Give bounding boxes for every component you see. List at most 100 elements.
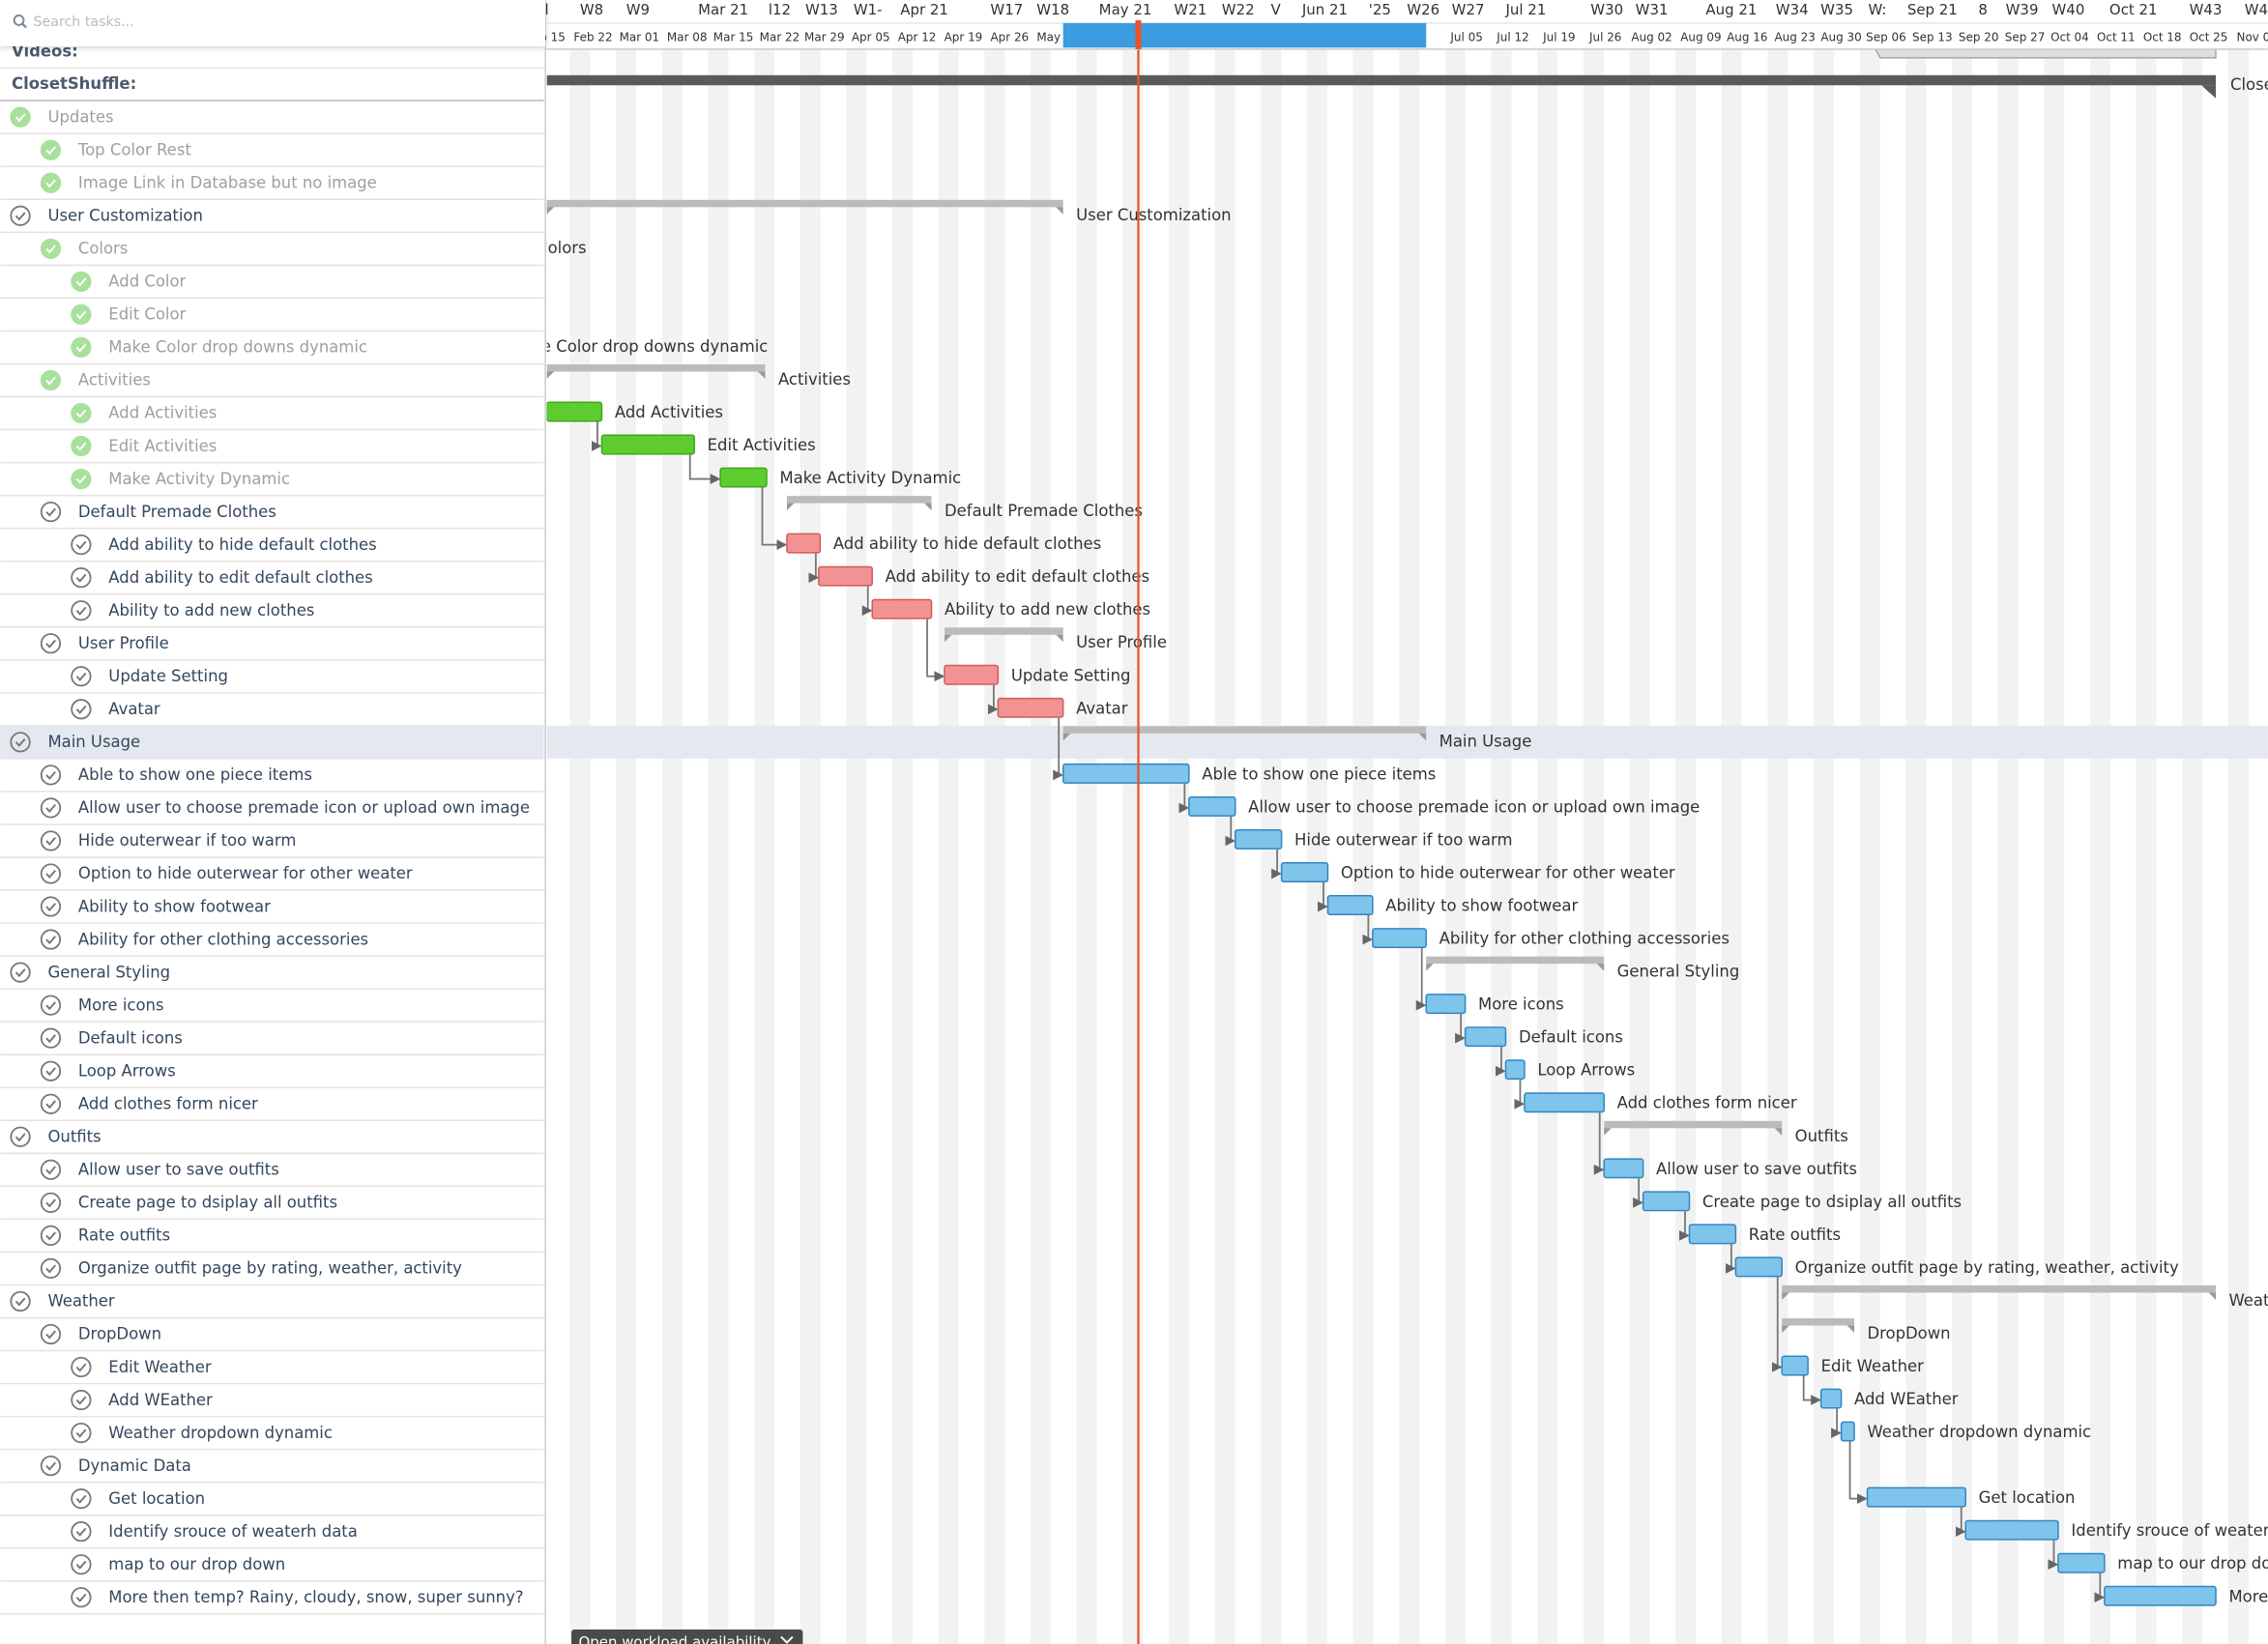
status-icon[interactable]: [71, 600, 92, 621]
task-bar[interactable]: [997, 697, 1064, 718]
status-icon[interactable]: [40, 501, 62, 523]
task-bar[interactable]: [1603, 1158, 1644, 1179]
task-bar[interactable]: [1840, 1421, 1855, 1442]
status-icon[interactable]: [40, 896, 62, 917]
status-icon[interactable]: [71, 303, 92, 326]
status-icon[interactable]: [40, 1455, 62, 1477]
task-name[interactable]: Identify srouce of weaterh data: [108, 1522, 357, 1541]
task-name[interactable]: Ability to add new clothes: [108, 601, 314, 620]
task-name[interactable]: User Profile: [78, 634, 169, 652]
status-icon[interactable]: [10, 106, 31, 128]
task-bar[interactable]: [1425, 994, 1467, 1015]
task-bar[interactable]: [1504, 1059, 1526, 1081]
task-bar[interactable]: [1524, 1092, 1605, 1113]
task-name[interactable]: User Customization: [47, 207, 202, 225]
task-bar[interactable]: [1464, 1026, 1507, 1048]
task-bar[interactable]: [2104, 1585, 2217, 1606]
task-bar[interactable]: [1372, 928, 1427, 949]
task-bar[interactable]: [1061, 763, 1190, 784]
workload-button[interactable]: [571, 1630, 803, 1644]
task-name[interactable]: Make Activity Dynamic: [108, 470, 290, 488]
task-name[interactable]: DropDown: [78, 1325, 161, 1343]
status-icon[interactable]: [40, 1027, 62, 1049]
status-icon[interactable]: [40, 172, 62, 193]
status-icon[interactable]: [71, 1389, 92, 1411]
status-icon[interactable]: [71, 699, 92, 720]
task-name[interactable]: Edit Weather: [108, 1358, 212, 1376]
task-bar[interactable]: [1781, 1355, 1809, 1376]
task-name[interactable]: Colors: [78, 240, 128, 258]
status-icon[interactable]: [40, 1093, 62, 1114]
status-icon[interactable]: [10, 1126, 31, 1147]
status-icon[interactable]: [40, 633, 62, 654]
task-name[interactable]: Allow user to choose premade icon or upl…: [78, 798, 530, 817]
task-name[interactable]: Allow user to save outfits: [78, 1161, 279, 1179]
task-name[interactable]: Weather: [47, 1292, 114, 1311]
task-bar[interactable]: [2057, 1552, 2106, 1573]
status-icon[interactable]: [40, 1323, 62, 1345]
status-icon[interactable]: [71, 271, 92, 292]
task-name[interactable]: Top Color Rest: [77, 140, 191, 159]
task-name[interactable]: Able to show one piece items: [78, 765, 312, 784]
task-name[interactable]: Image Link in Database but no image: [78, 173, 377, 191]
task-bar[interactable]: [944, 664, 1000, 685]
task-name[interactable]: map to our drop down: [108, 1555, 285, 1573]
status-icon[interactable]: [40, 830, 62, 851]
task-bar[interactable]: [818, 565, 873, 587]
status-icon[interactable]: [71, 534, 92, 556]
status-icon[interactable]: [40, 1192, 62, 1213]
status-icon[interactable]: [71, 1488, 92, 1510]
task-bar[interactable]: [1642, 1191, 1691, 1212]
task-name[interactable]: Weather dropdown dynamic: [108, 1424, 333, 1442]
status-icon[interactable]: [71, 1521, 92, 1543]
task-name[interactable]: Main Usage: [47, 733, 140, 751]
status-icon[interactable]: [40, 797, 62, 819]
task-name[interactable]: Edit Color: [108, 305, 186, 324]
task-name[interactable]: Add Color: [108, 273, 186, 291]
task-name[interactable]: Updates: [47, 107, 113, 126]
task-name[interactable]: Update Setting: [108, 667, 228, 685]
status-icon[interactable]: [40, 139, 62, 160]
task-name[interactable]: Add WEather: [108, 1391, 213, 1409]
task-name[interactable]: Ability to show footwear: [78, 897, 271, 915]
task-bar[interactable]: [1734, 1256, 1783, 1278]
task-bar[interactable]: [600, 434, 695, 455]
task-name[interactable]: Add clothes form nicer: [78, 1094, 258, 1112]
task-name[interactable]: Loop Arrows: [78, 1061, 176, 1080]
status-icon[interactable]: [10, 732, 31, 753]
status-icon[interactable]: [71, 1587, 92, 1608]
task-name[interactable]: Option to hide outerwear for other weate…: [78, 864, 413, 882]
task-name[interactable]: Ability for other clothing accessories: [78, 930, 368, 948]
status-icon[interactable]: [10, 1290, 31, 1312]
status-icon[interactable]: [71, 336, 92, 359]
status-icon[interactable]: [40, 995, 62, 1016]
task-name[interactable]: Add Activities: [108, 404, 217, 422]
status-icon[interactable]: [40, 1159, 62, 1180]
status-icon[interactable]: [71, 1554, 92, 1575]
status-icon[interactable]: [40, 1257, 62, 1280]
status-icon[interactable]: [71, 468, 92, 490]
status-icon[interactable]: [40, 863, 62, 884]
task-bar[interactable]: [1280, 862, 1329, 882]
task-name[interactable]: More icons: [78, 995, 164, 1014]
task-name[interactable]: More then temp? Rainy, cloudy, snow, sup…: [108, 1588, 523, 1606]
status-icon[interactable]: [40, 1225, 62, 1246]
task-bar[interactable]: [719, 467, 768, 488]
status-icon[interactable]: [71, 402, 92, 424]
status-icon[interactable]: [40, 369, 62, 391]
task-name[interactable]: Hide outerwear if too warm: [78, 831, 296, 850]
status-icon[interactable]: [71, 1422, 92, 1444]
task-name[interactable]: Organize outfit page by rating, weather,…: [78, 1259, 462, 1278]
task-name[interactable]: Activities: [78, 371, 151, 389]
task-name[interactable]: General Styling: [47, 963, 170, 981]
task-name[interactable]: Get location: [108, 1489, 205, 1508]
task-name[interactable]: Avatar: [108, 700, 160, 718]
task-bar[interactable]: [1688, 1224, 1737, 1245]
status-icon[interactable]: [40, 929, 62, 950]
status-icon[interactable]: [71, 666, 92, 687]
task-name[interactable]: Outfits: [47, 1128, 101, 1146]
search-box[interactable]: [0, 0, 546, 46]
task-bar[interactable]: [1188, 795, 1236, 817]
task-name[interactable]: Add ability to edit default clothes: [108, 568, 372, 587]
task-bar[interactable]: [1866, 1486, 1966, 1508]
